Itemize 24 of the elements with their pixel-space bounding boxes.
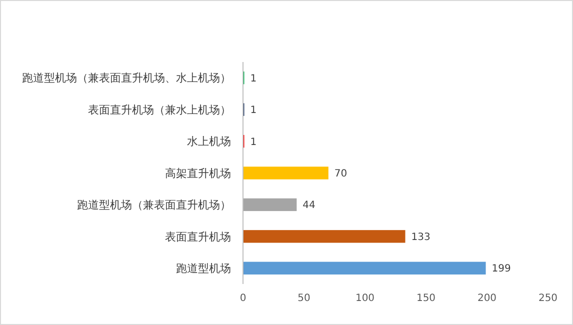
y-tick-label: 跑道型机场 xyxy=(176,262,231,275)
y-tick-label: 跑道型机场（兼表面直升机场、水上机场） xyxy=(22,72,231,85)
x-tick-label: 200 xyxy=(477,293,497,304)
y-tick-label: 高架直升机场 xyxy=(165,166,231,180)
bar xyxy=(243,230,406,243)
x-tick-label: 0 xyxy=(240,293,246,304)
x-tick-label: 50 xyxy=(298,293,310,304)
bar xyxy=(243,198,297,212)
data-label: 44 xyxy=(302,200,316,212)
y-tick-label: 水上机场 xyxy=(187,135,231,148)
bar xyxy=(243,166,328,180)
y-tick-label: 表面直升机场 xyxy=(165,230,231,244)
data-label: 70 xyxy=(334,168,348,180)
bar xyxy=(243,262,486,274)
data-label: 1 xyxy=(250,136,257,148)
x-tick-label: 100 xyxy=(355,293,375,304)
data-label: 1 xyxy=(250,73,257,84)
data-label: 199 xyxy=(492,264,511,275)
x-tick-label: 250 xyxy=(538,293,558,304)
x-tick-label: 150 xyxy=(416,293,436,304)
data-label: 133 xyxy=(411,232,430,243)
y-tick-label: 表面直升机场（兼水上机场） xyxy=(88,103,231,116)
y-tick-label: 跑道型机场（兼表面直升机场） xyxy=(77,198,231,212)
data-label: 1 xyxy=(250,105,257,116)
